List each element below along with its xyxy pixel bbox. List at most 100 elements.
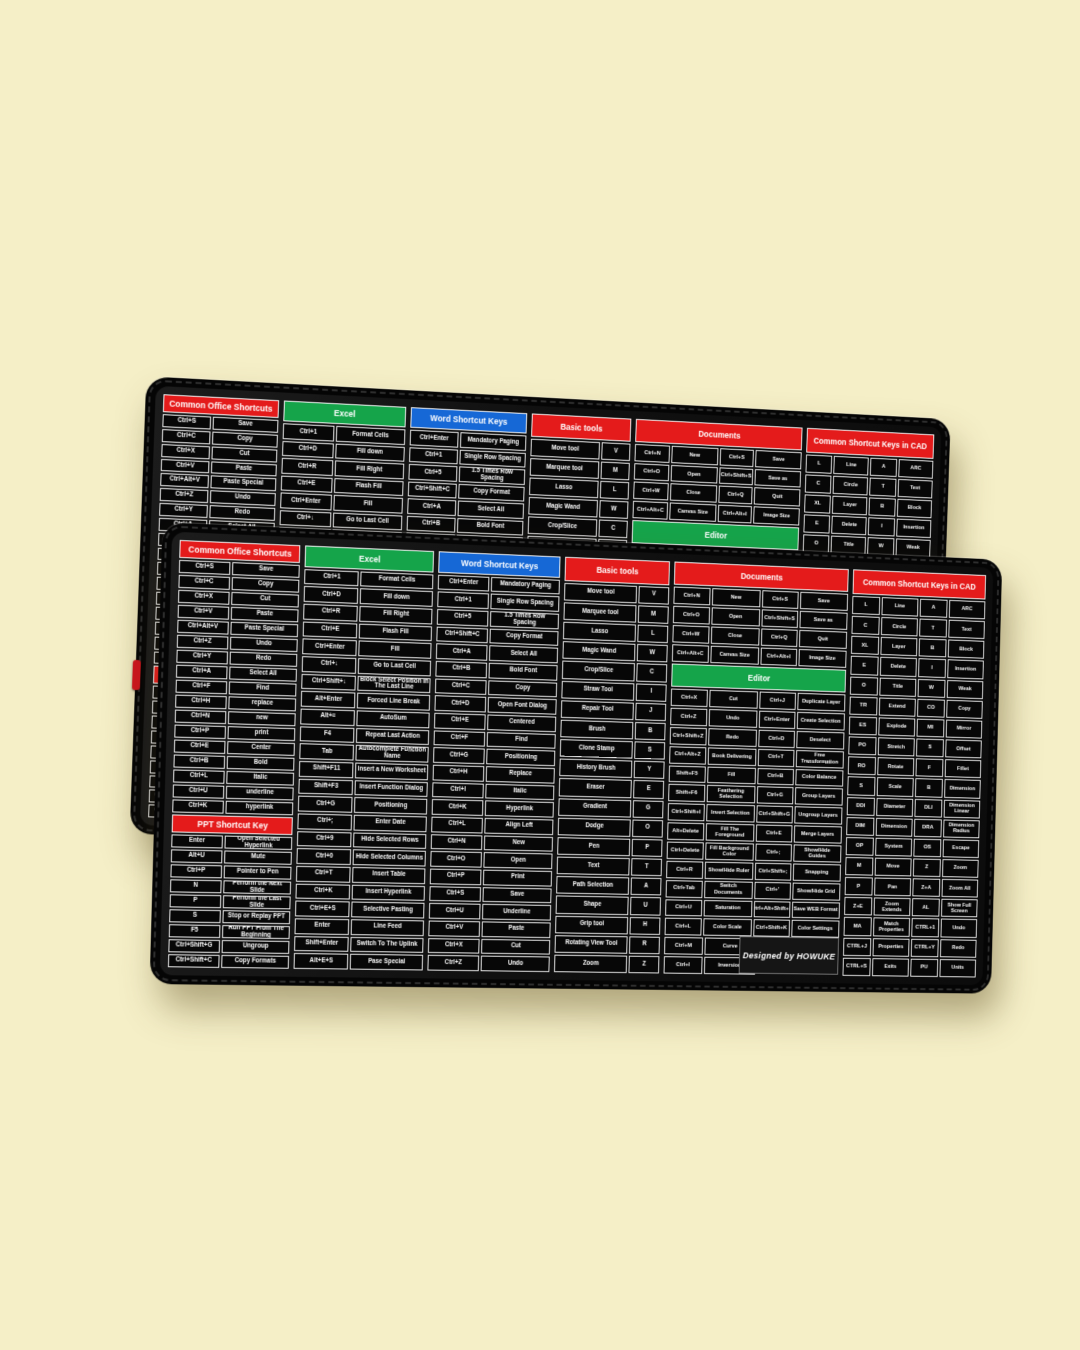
shortcut-key: CTRL+J: [842, 937, 872, 956]
shortcut-label: Selective Pasting: [351, 901, 425, 919]
shortcut-label: Show/Hide Grid: [791, 882, 841, 901]
shortcut-key: Alt+U: [170, 849, 223, 864]
shortcut-key: O: [632, 819, 663, 838]
shortcut-key: Ctrl+G: [433, 747, 485, 765]
shortcut-label: Feathering Selection: [706, 785, 756, 804]
shortcut-label: Layer: [880, 637, 918, 657]
shortcut-key: Ctrl+F: [433, 730, 486, 747]
shortcut-row: Move tool V: [530, 439, 631, 462]
shortcut-key: AL: [911, 898, 940, 918]
shortcut-key: MI: [916, 718, 945, 738]
designer-badge: Designed by HOWUKE: [739, 936, 839, 975]
shortcut-label: Properties: [872, 937, 910, 957]
shortcut-label: Run PPT From The Beginning: [221, 925, 291, 940]
shortcut-label: Deselect: [795, 730, 845, 750]
shortcut-label: Open: [483, 852, 553, 870]
shortcut-label: Zoom All: [941, 879, 979, 898]
section-header: Common Shortcut Keys in CAD: [852, 569, 987, 600]
shortcut-label: Fill down: [360, 588, 433, 607]
shortcut-label: Text: [556, 856, 630, 876]
shortcut-key: Enter: [294, 918, 350, 935]
shortcut-label: Autocomplete Function Name: [355, 745, 429, 763]
shortcut-key: Ctrl+E: [173, 739, 226, 754]
shortcut-label: Copy: [231, 577, 300, 593]
shortcut-key: B: [634, 721, 666, 741]
shortcut-label: Bold Font: [488, 662, 558, 681]
shortcut-label: Fill: [706, 766, 756, 785]
shortcut-label: Fillet: [944, 759, 982, 779]
shortcut-label: Select All: [457, 500, 524, 519]
section-header: Common Shortcut Keys in CAD: [806, 427, 935, 459]
shortcut-key: L: [805, 454, 833, 474]
shortcut-label: Italic: [485, 783, 555, 801]
shortcut-label: new: [227, 711, 297, 727]
shortcut-key: Ctrl+R: [280, 458, 334, 476]
shortcut-label: New: [483, 835, 554, 852]
shortcut-key: Ctrl+V: [428, 920, 481, 937]
shortcut-label: Single Row Spacing: [459, 449, 526, 468]
shortcut-key: ES: [848, 716, 877, 736]
shortcut-label: Enter Date: [353, 814, 427, 832]
shortcut-label: Rotating View Tool: [554, 935, 628, 954]
shortcut-key: G: [632, 799, 664, 819]
shortcut-label: Lasso: [563, 621, 637, 643]
shortcut-key: Ctrl+E: [755, 824, 793, 843]
shortcut-key: Ctrl+P: [429, 868, 482, 885]
shortcut-label: Quit: [798, 629, 847, 649]
shortcut-key: Ctrl+Shift+C: [407, 481, 458, 499]
shortcut-key: I: [868, 516, 896, 537]
section-header: Common Office Shortcuts: [179, 539, 301, 564]
mat-column-office: Common Office Shortcuts Ctrl+S Save Ctrl+C C…: [167, 539, 301, 969]
shortcut-label: Straw Tool: [561, 680, 635, 701]
shortcut-label: Image Size: [753, 506, 800, 526]
shortcut-label: Switch To The Uplink: [350, 936, 424, 954]
shortcut-key: Ctrl+Enter: [437, 574, 490, 592]
shortcut-key: Ctrl+Alt+I: [760, 647, 797, 666]
shortcut-label: Zoom Extends: [873, 897, 911, 917]
shortcut-key: Ctrl+S: [162, 414, 212, 430]
shortcut-label: Offset: [945, 739, 982, 759]
shortcut-key: Ctrl+O: [430, 851, 483, 868]
shortcut-key: Ctrl+1: [408, 447, 459, 465]
shortcut-key: Ctrl+C: [178, 575, 230, 591]
shortcut-label: Move: [874, 857, 912, 877]
shortcut-key: Ctrl+B: [435, 660, 488, 678]
shortcut-key: Ctrl+Alt+V: [177, 619, 229, 635]
shortcut-label: Save: [755, 450, 802, 470]
shortcut-key: I: [918, 658, 946, 678]
shortcut-key: Ctrl+E+S: [295, 900, 350, 918]
shortcut-label: Undo: [480, 955, 551, 973]
shortcut-key: W: [636, 644, 668, 663]
shortcut-label: Replace: [485, 766, 556, 784]
shortcut-key: M: [600, 461, 630, 481]
shortcut-row: Ctrl+Y Redo: [176, 649, 298, 667]
shortcut-label: Redo: [939, 938, 977, 958]
shortcut-label: Insertion: [947, 659, 984, 680]
shortcut-label: Magic Wand: [562, 641, 636, 662]
shortcut-key: P: [844, 877, 873, 896]
shortcut-row: Ctrl+↓ Go to Last Cell: [302, 656, 432, 677]
shortcut-label: Fill The Foreground: [705, 823, 755, 842]
shortcut-label: Move tool: [530, 439, 600, 460]
shortcut-key: Ctrl+Shift+S: [761, 609, 798, 628]
shortcut-key: W: [917, 678, 946, 698]
shortcut-key: T: [919, 618, 947, 638]
shortcut-label: Line: [881, 597, 919, 617]
shortcut-key: Ctrl+Shift+↓: [301, 673, 357, 691]
shortcut-label: Ungroup: [221, 940, 290, 954]
